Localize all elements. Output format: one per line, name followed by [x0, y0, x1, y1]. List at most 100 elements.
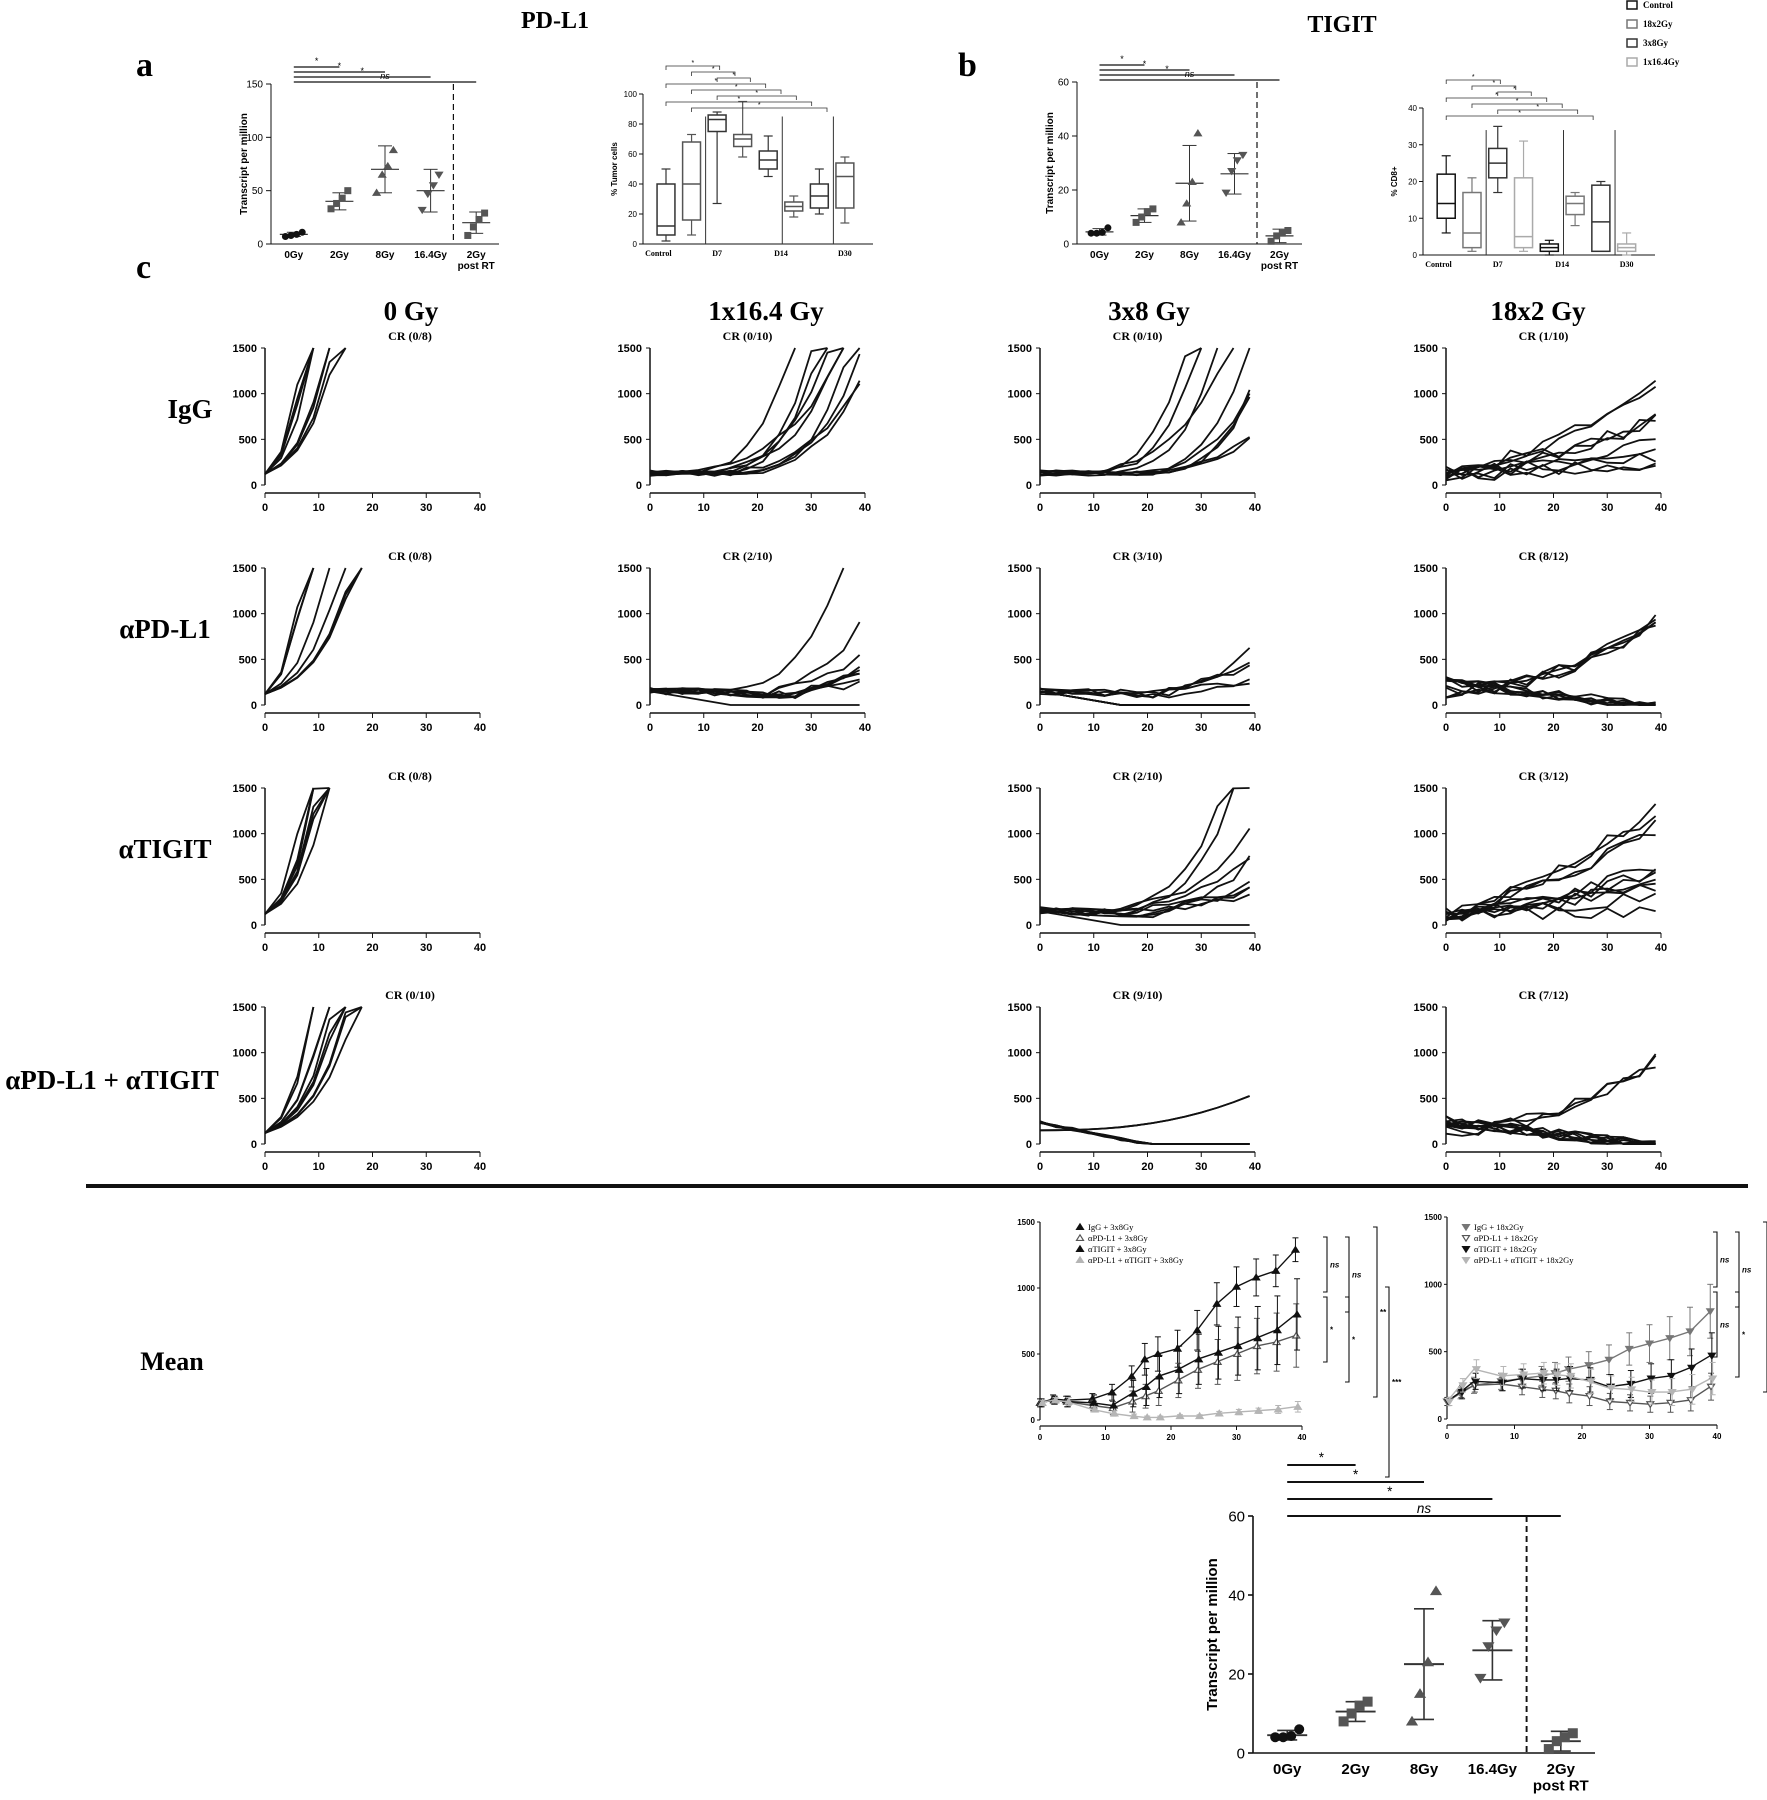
data-point — [1093, 229, 1101, 237]
tumor-growth-curve — [1445, 438, 1656, 480]
tumor-growth-curve — [264, 567, 347, 695]
significance-bracket — [1497, 109, 1579, 114]
y-tick-label: 0 — [1413, 251, 1418, 260]
y-tick-label: 500 — [1429, 1348, 1443, 1357]
y-tick-label: 500 — [624, 654, 642, 666]
tumor-growth-curve — [1039, 787, 1235, 914]
y-tick-label: 0 — [633, 240, 638, 249]
tumor-growth-curve — [1445, 1053, 1657, 1131]
x-tick-label: 30 — [420, 942, 432, 954]
y-tick-label: 1500 — [618, 343, 642, 355]
series-marker — [1064, 1397, 1074, 1405]
significance-label: * — [691, 60, 694, 67]
y-tick-label: 30 — [1408, 141, 1417, 150]
data-point — [1132, 218, 1140, 226]
data-point — [469, 223, 477, 231]
series-marker — [1127, 1397, 1138, 1405]
x-tick-label: 20 — [1167, 1433, 1176, 1442]
data-point — [1098, 228, 1106, 236]
growth-panel-r2-c3: 0 500 1000 1500 0 10 20 30 40 CR (3/12) — [1414, 769, 1668, 954]
y-tick-label: 40 — [1058, 132, 1070, 143]
series-marker — [1293, 1402, 1303, 1410]
data-point — [1338, 1716, 1349, 1727]
tumor-growth-curve — [1445, 1055, 1657, 1137]
y-tick-label: 60 — [1058, 78, 1070, 89]
y-tick-label: 500 — [1014, 654, 1032, 666]
series-marker — [1707, 1352, 1717, 1360]
growth-panel-r2-c2: 0 500 1000 1500 0 10 20 30 40 CR (2/10) — [1008, 769, 1262, 954]
mean-series-line — [1446, 1310, 1711, 1403]
series-marker — [1050, 1395, 1061, 1404]
tumor-growth-curve — [1039, 678, 1250, 699]
series-marker — [1291, 1331, 1301, 1339]
growth-panel-r1-c1: 0 500 1000 1500 0 10 20 30 40 CR (2/10) — [618, 549, 872, 734]
x-tick-label: 20 — [1141, 502, 1153, 514]
data-point — [327, 205, 335, 213]
group-label: D7 — [712, 249, 722, 258]
y-tick-label: 0 — [1063, 240, 1069, 251]
x-tick-label: 0 — [262, 502, 268, 514]
data-point — [383, 161, 393, 170]
growth-panel-r3-c2: 0 500 1000 1500 0 10 20 30 40 CR (9/10) — [1008, 988, 1262, 1173]
tumor-growth-curve — [1445, 676, 1656, 706]
y-tick-label: 0 — [1432, 920, 1438, 932]
series-marker — [1538, 1376, 1548, 1385]
series-marker — [1127, 1372, 1137, 1380]
legend-label: αTIGIT + 18x2Gy — [1474, 1244, 1538, 1254]
series-marker — [1154, 1372, 1165, 1380]
data-point — [1267, 237, 1275, 245]
significance-label: * — [1495, 92, 1498, 99]
y-axis-label: % CD8+ — [1390, 166, 1399, 196]
significance-bracket — [1345, 1236, 1350, 1313]
data-point — [1559, 1732, 1570, 1743]
x-tick-label: 10 — [1101, 1433, 1110, 1442]
significance-label: ns — [1330, 1261, 1340, 1270]
box — [707, 114, 727, 133]
y-tick-label: 500 — [1014, 1093, 1032, 1105]
significance-label: * — [1472, 74, 1475, 81]
group-label: D14 — [1555, 260, 1569, 269]
significance-label: ns — [1742, 1266, 1752, 1275]
significance-bracket — [1735, 1231, 1740, 1308]
tumor-growth-curve — [649, 380, 861, 476]
series-marker — [1129, 1411, 1139, 1420]
tumor-growth-curve — [264, 567, 315, 695]
series-marker — [1666, 1372, 1676, 1381]
significance-bracket — [1445, 97, 1548, 102]
data-point — [372, 188, 382, 196]
legend-swatch — [1626, 57, 1638, 67]
tumor-growth-curve — [264, 787, 331, 915]
series-marker — [1192, 1325, 1202, 1334]
tumor-growth-curve — [1039, 664, 1251, 695]
x-tick-label: 0 — [1443, 1161, 1449, 1173]
data-point — [1227, 168, 1237, 176]
data-point — [1182, 199, 1192, 207]
tumor-growth-curve — [264, 1006, 363, 1134]
legend-marker — [1461, 1245, 1471, 1254]
x-tick-label: 30 — [1195, 1161, 1207, 1173]
data-point — [417, 206, 427, 215]
group-label: Control — [1425, 260, 1452, 269]
tumor-growth-curve — [649, 666, 861, 699]
y-tick-label: 10 — [1408, 214, 1417, 223]
data-point — [475, 215, 483, 223]
x-tick-label: 20 — [1141, 722, 1153, 734]
significance-label: * — [1353, 1467, 1359, 1482]
x-tick-label: 8Gy — [1410, 1761, 1439, 1778]
x-tick-label: 20 — [366, 722, 378, 734]
y-tick-label: 1500 — [1414, 783, 1438, 795]
boxplot-a_pdl1_tumor_cells: 0 20 40 60 80 100 % Tumor cells Control D7 D14 D30… — [610, 60, 873, 258]
data-point — [428, 182, 438, 190]
transcript-chart-tigit_transcript_large: 0 20 40 60 Transcript per million 0Gy 2Gy 8Gy 16… — [1204, 1450, 1595, 1795]
y-tick-label: 1500 — [1008, 563, 1032, 575]
x-tick-label: 20 — [1547, 502, 1559, 514]
y-tick-label: 1000 — [1414, 609, 1438, 621]
x-tick-label: 16.4Gy — [1218, 250, 1251, 261]
complete-response-label: CR (1/10) — [1519, 329, 1569, 343]
x-tick-label: 30 — [420, 502, 432, 514]
y-axis-label: Transcript per million — [1045, 112, 1056, 214]
tumor-growth-curve — [650, 347, 845, 477]
x-tick-label: 40 — [1249, 722, 1261, 734]
y-tick-label: 1500 — [618, 563, 642, 575]
